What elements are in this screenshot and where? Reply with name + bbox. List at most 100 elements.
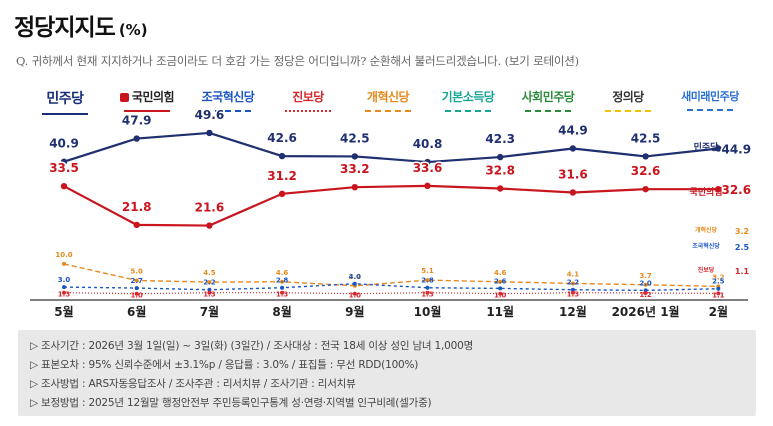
data-label: 44.9 bbox=[558, 123, 588, 137]
note-weighting: ▷ 보정방법 : 2025년 12월말 행정안전부 주민등록인구통계 성·연령·… bbox=[30, 397, 432, 409]
survey-notes: ▷ 조사기간 : 2026년 3월 1일(일) ~ 3일(화) (3일간) / … bbox=[18, 330, 756, 416]
x-tick-label: 12월 bbox=[559, 304, 587, 319]
data-point bbox=[715, 185, 722, 193]
party-logo-basic-income: 기본소득당 bbox=[428, 88, 508, 112]
data-label: 2.8 bbox=[276, 277, 289, 285]
data-point bbox=[280, 279, 285, 284]
data-point bbox=[351, 183, 358, 191]
series-line-국민의힘 bbox=[63, 184, 719, 227]
data-label: 21.8 bbox=[122, 200, 152, 214]
party-logo-new-future: 새미래민주당 bbox=[670, 88, 750, 111]
data-label: 31.2 bbox=[267, 169, 297, 183]
data-point bbox=[352, 281, 357, 286]
series-end-name: 개혁신당 bbox=[695, 226, 718, 234]
data-point bbox=[62, 285, 66, 290]
data-label: 4.6 bbox=[494, 269, 507, 277]
data-label: 4.0 bbox=[349, 273, 362, 281]
data-label: 3.2 bbox=[712, 273, 725, 281]
data-label: 32.6 bbox=[721, 183, 751, 197]
data-point bbox=[134, 278, 139, 283]
data-label: 1.3 bbox=[58, 291, 71, 299]
data-label: 21.6 bbox=[195, 201, 225, 215]
data-point bbox=[133, 221, 140, 229]
data-point bbox=[207, 290, 212, 295]
data-point bbox=[134, 291, 139, 296]
data-point bbox=[424, 182, 431, 190]
data-label: 10.0 bbox=[55, 251, 72, 259]
data-point bbox=[642, 185, 649, 193]
series-end-name: 조국혁신당 bbox=[692, 242, 720, 250]
data-point bbox=[569, 189, 577, 196]
data-point bbox=[60, 182, 68, 190]
survey-question: Q. 귀하께서 현재 지지하거나 조금이라도 더 호감 가는 정당은 어디입니까… bbox=[16, 54, 579, 68]
data-label: 1.3 bbox=[276, 291, 289, 299]
data-label: 1.2 bbox=[639, 291, 652, 299]
data-label: 4.6 bbox=[276, 269, 289, 277]
data-point bbox=[133, 135, 140, 142]
data-point bbox=[570, 281, 575, 286]
data-point bbox=[498, 286, 503, 291]
data-point bbox=[62, 290, 66, 295]
data-point bbox=[498, 291, 503, 296]
party-logo-ppp: 국민의힘 bbox=[107, 88, 187, 112]
data-label: 49.6 bbox=[195, 108, 225, 122]
data-label: 2.0 bbox=[639, 279, 652, 287]
data-point bbox=[278, 152, 286, 160]
data-point bbox=[280, 285, 285, 290]
series-line-민주당 bbox=[63, 131, 719, 164]
x-tick-label: 10월 bbox=[414, 304, 442, 319]
ppp-icon bbox=[119, 93, 129, 102]
data-point bbox=[278, 190, 286, 197]
x-tick-label: 8월 bbox=[272, 304, 291, 319]
data-label: 4.1 bbox=[567, 270, 580, 278]
party-logo-justice: 정의당 bbox=[588, 88, 668, 112]
data-label: 42.5 bbox=[340, 131, 370, 145]
party-logo-rebuilding: 조국혁신당 bbox=[188, 88, 268, 112]
data-point bbox=[206, 129, 213, 137]
data-label: 42.5 bbox=[631, 131, 661, 145]
data-point bbox=[62, 261, 66, 266]
data-point bbox=[716, 286, 721, 291]
x-tick-label: 6월 bbox=[127, 304, 146, 319]
series-line-개혁신당 bbox=[63, 263, 719, 288]
data-label: 32.6 bbox=[631, 164, 661, 178]
data-label: 3.4 bbox=[349, 273, 362, 281]
data-point bbox=[643, 282, 648, 287]
data-label: 42.3 bbox=[485, 132, 515, 146]
data-point bbox=[206, 222, 213, 229]
party-logo-reform: 개혁신당 bbox=[348, 88, 428, 112]
data-point bbox=[570, 287, 575, 292]
data-point bbox=[280, 290, 285, 295]
data-point bbox=[643, 291, 648, 296]
data-label: 2.8 bbox=[421, 277, 434, 285]
data-label: 42.6 bbox=[267, 131, 297, 145]
data-point bbox=[497, 185, 504, 192]
x-tick-label: 11월 bbox=[486, 304, 514, 319]
data-point bbox=[642, 153, 649, 160]
data-point bbox=[425, 290, 430, 295]
data-point bbox=[425, 285, 430, 290]
data-point bbox=[716, 291, 721, 296]
data-label: 31.6 bbox=[558, 167, 588, 181]
data-point bbox=[207, 280, 212, 285]
data-label: 2.5 bbox=[712, 278, 725, 286]
x-tick-label: 9월 bbox=[345, 304, 364, 319]
data-label: 1.0 bbox=[349, 292, 362, 300]
x-tick-label: 7월 bbox=[200, 304, 219, 319]
data-label: 1.0 bbox=[130, 292, 143, 300]
series-end-name: 진보당 bbox=[698, 266, 715, 274]
data-label: 1.1 bbox=[712, 291, 725, 299]
data-label: 2.2 bbox=[567, 279, 580, 287]
data-point bbox=[497, 153, 504, 161]
data-label: 4.5 bbox=[203, 269, 216, 277]
data-label: 2.7 bbox=[130, 277, 143, 285]
data-label: 44.9 bbox=[721, 142, 751, 156]
data-point bbox=[134, 286, 139, 291]
data-label: 1.3 bbox=[203, 291, 216, 299]
data-point bbox=[569, 145, 577, 152]
x-tick-label: 5월 bbox=[54, 304, 73, 319]
data-label: 33.6 bbox=[413, 161, 443, 175]
data-point bbox=[351, 153, 358, 160]
data-label: 33.5 bbox=[49, 161, 79, 175]
